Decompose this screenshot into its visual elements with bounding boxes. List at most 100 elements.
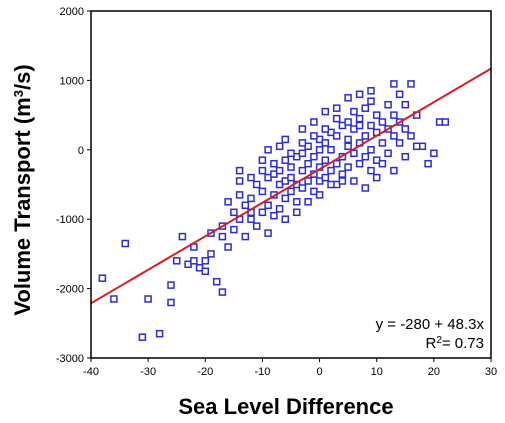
data-point bbox=[287, 149, 295, 158]
data-point bbox=[344, 163, 352, 171]
data-point bbox=[384, 100, 392, 109]
data-point bbox=[258, 187, 267, 196]
data-point bbox=[218, 232, 227, 241]
data-point bbox=[350, 177, 358, 185]
data-point bbox=[270, 211, 278, 220]
data-point bbox=[178, 232, 187, 241]
data-point bbox=[367, 97, 375, 105]
data-point bbox=[407, 132, 415, 140]
data-point bbox=[321, 107, 330, 116]
data-point bbox=[378, 139, 387, 147]
data-point bbox=[230, 208, 238, 217]
data-point bbox=[390, 132, 398, 140]
data-point bbox=[367, 121, 375, 130]
x-tick-label: -30 bbox=[140, 366, 156, 378]
data-point bbox=[241, 201, 250, 210]
data-point bbox=[390, 166, 398, 175]
data-point bbox=[355, 114, 364, 123]
data-point bbox=[361, 132, 370, 140]
data-point bbox=[367, 87, 375, 95]
y-axis-title: Volume Transport (m3/s) bbox=[10, 64, 35, 315]
data-point bbox=[144, 295, 152, 303]
data-point bbox=[281, 156, 290, 164]
data-point bbox=[401, 152, 410, 161]
data-point bbox=[275, 166, 284, 175]
data-point bbox=[247, 173, 255, 182]
data-point bbox=[252, 180, 261, 189]
data-point bbox=[247, 194, 255, 203]
data-point bbox=[258, 156, 267, 164]
y-axis-title-superscript: 3 bbox=[11, 90, 26, 97]
data-point bbox=[292, 208, 301, 217]
data-point bbox=[384, 149, 392, 158]
data-point bbox=[304, 177, 312, 185]
data-point bbox=[247, 215, 255, 223]
data-point bbox=[258, 208, 267, 217]
data-point bbox=[390, 80, 398, 88]
data-point bbox=[281, 194, 290, 203]
data-point bbox=[252, 222, 261, 230]
data-point bbox=[378, 159, 387, 168]
data-point bbox=[350, 107, 358, 116]
data-point bbox=[298, 184, 307, 192]
data-point bbox=[361, 184, 370, 192]
y-tick-label: -1000 bbox=[56, 214, 84, 226]
data-point bbox=[372, 173, 381, 182]
data-point bbox=[275, 205, 284, 213]
fit-equation: y = -280 + 48.3x bbox=[376, 316, 485, 333]
data-point bbox=[430, 149, 438, 158]
x-tick-label: 10 bbox=[371, 366, 383, 378]
data-point bbox=[264, 146, 272, 154]
data-point bbox=[327, 180, 335, 189]
data-point bbox=[412, 142, 421, 151]
y-tick-label: -3000 bbox=[56, 353, 84, 365]
r-squared-superscript: 2 bbox=[436, 335, 442, 346]
data-point bbox=[310, 152, 318, 161]
data-point bbox=[212, 277, 221, 286]
data-point bbox=[344, 94, 352, 102]
x-tick-label: 20 bbox=[428, 366, 440, 378]
data-point bbox=[361, 104, 370, 112]
data-point bbox=[424, 159, 432, 168]
data-point bbox=[344, 118, 352, 126]
data-point bbox=[298, 166, 307, 175]
data-point bbox=[270, 159, 278, 168]
x-tick-label: -40 bbox=[83, 366, 99, 378]
data-point bbox=[361, 152, 370, 161]
data-point bbox=[201, 267, 210, 276]
data-point bbox=[281, 135, 290, 144]
data-point bbox=[401, 125, 410, 133]
regression-line bbox=[90, 67, 492, 305]
r-squared: R2= 0.73 bbox=[425, 335, 484, 353]
data-point bbox=[372, 111, 381, 119]
data-point bbox=[321, 173, 330, 182]
data-point bbox=[155, 329, 164, 338]
data-point bbox=[235, 177, 244, 185]
data-point bbox=[121, 239, 130, 248]
data-point bbox=[321, 156, 330, 164]
data-point bbox=[287, 187, 295, 196]
data-point bbox=[258, 166, 267, 175]
x-tick-label: 0 bbox=[317, 366, 323, 378]
data-point bbox=[224, 243, 232, 251]
data-point bbox=[367, 166, 375, 175]
data-point bbox=[304, 198, 312, 206]
data-point bbox=[207, 250, 215, 258]
x-tick-label: 30 bbox=[485, 366, 497, 378]
data-point bbox=[264, 201, 272, 210]
data-point bbox=[230, 225, 238, 234]
data-point bbox=[235, 166, 244, 175]
data-point bbox=[292, 198, 301, 206]
data-point bbox=[395, 90, 404, 99]
data-point bbox=[395, 139, 404, 147]
data-point bbox=[264, 229, 272, 237]
data-point bbox=[327, 146, 335, 154]
data-point bbox=[332, 159, 341, 168]
data-point bbox=[172, 257, 181, 265]
data-point bbox=[298, 139, 307, 147]
data-point bbox=[401, 100, 410, 109]
data-point bbox=[218, 288, 227, 296]
data-point bbox=[167, 281, 175, 289]
x-tick-label: -10 bbox=[254, 366, 270, 378]
data-point bbox=[298, 125, 307, 133]
